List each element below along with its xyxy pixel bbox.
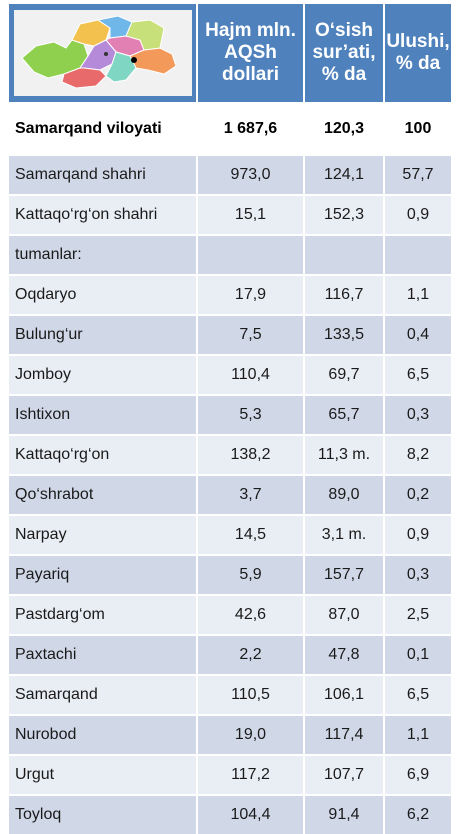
row-volume-cell: 5,9 [196, 554, 304, 595]
row-volume-cell: 110,4 [196, 354, 304, 395]
row-share-cell: 0,9 [383, 514, 451, 555]
row-share-cell: 0,4 [383, 314, 451, 355]
header-share: Ulushi, % da [383, 4, 451, 103]
row-growth-cell: 106,1 [303, 674, 384, 715]
row-name-cell: Ishtixon [9, 394, 197, 435]
row-name-cell: Nurobod [9, 714, 197, 755]
table-row: Oqdaryo 17,9 116,7 1,1 [9, 274, 451, 315]
row-growth-cell: 133,5 [303, 314, 384, 355]
table-row: Nurobod 19,0 117,4 1,1 [9, 714, 451, 755]
row-share-cell: 0,3 [383, 554, 451, 595]
row-volume-cell: 5,3 [196, 394, 304, 435]
row-share-cell: 0,2 [383, 474, 451, 515]
row-name-cell: Payariq [9, 554, 197, 595]
row-name-cell: Pastdarg‘om [9, 594, 197, 635]
row-share-cell: 57,7 [383, 154, 451, 195]
region-map-icon [14, 10, 192, 96]
row-growth-cell: 47,8 [303, 634, 384, 675]
row-volume-cell: 3,7 [196, 474, 304, 515]
statistics-slide: Hajm mln. AQSh dollari O‘sish sur’ati, %… [9, 4, 451, 834]
row-share-cell: 0,1 [383, 634, 451, 675]
total-row: Samarqand viloyati 1 687,6 120,3 100 [9, 102, 451, 155]
row-name-cell: Paxtachi [9, 634, 197, 675]
row-growth-cell: 116,7 [303, 274, 384, 315]
row-growth-cell: 124,1 [303, 154, 384, 195]
row-share-cell: 2,5 [383, 594, 451, 635]
row-growth-cell: 117,4 [303, 714, 384, 755]
row-volume-cell: 14,5 [196, 514, 304, 555]
row-share-cell: 1,1 [383, 274, 451, 315]
header-growth: O‘sish sur’ati, % da [303, 4, 384, 103]
row-volume-cell: 117,2 [196, 754, 304, 795]
table-row: Samarqand shahri 973,0 124,1 57,7 [9, 154, 451, 195]
header-volume: Hajm mln. AQSh dollari [196, 4, 304, 103]
region-map-graphic [21, 15, 177, 89]
table-row: Samarqand 110,5 106,1 6,5 [9, 674, 451, 715]
table-row: Qo‘shrabot 3,7 89,0 0,2 [9, 474, 451, 515]
table-row: Toyloq 104,4 91,4 6,2 [9, 794, 451, 834]
table-row: Urgut 117,2 107,7 6,9 [9, 754, 451, 795]
table-row: Narpay 14,5 3,1 m. 0,9 [9, 514, 451, 555]
total-volume: 1 687,6 [196, 102, 304, 155]
row-growth-cell: 89,0 [303, 474, 384, 515]
row-volume-cell: 17,9 [196, 274, 304, 315]
table-row: Jomboy 110,4 69,7 6,5 [9, 354, 451, 395]
map-header-cell [9, 4, 197, 103]
row-share-cell [383, 234, 451, 275]
row-name-cell: tumanlar: [9, 234, 197, 275]
row-share-cell: 6,5 [383, 674, 451, 715]
row-volume-cell: 15,1 [196, 194, 304, 235]
row-growth-cell: 91,4 [303, 794, 384, 834]
row-growth-cell: 157,7 [303, 554, 384, 595]
row-share-cell: 8,2 [383, 434, 451, 475]
row-share-cell: 1,1 [383, 714, 451, 755]
row-growth-cell: 69,7 [303, 354, 384, 395]
row-name-cell: Samarqand shahri [9, 154, 197, 195]
row-volume-cell [196, 234, 304, 275]
total-share: 100 [383, 102, 451, 155]
row-growth-cell: 87,0 [303, 594, 384, 635]
row-growth-cell: 11,3 m. [303, 434, 384, 475]
row-share-cell: 6,5 [383, 354, 451, 395]
row-name-cell: Samarqand [9, 674, 197, 715]
row-volume-cell: 110,5 [196, 674, 304, 715]
row-growth-cell: 65,7 [303, 394, 384, 435]
row-name-cell: Kattaqo‘rg‘on shahri [9, 194, 197, 235]
row-volume-cell: 973,0 [196, 154, 304, 195]
row-share-cell: 6,9 [383, 754, 451, 795]
total-name: Samarqand viloyati [9, 102, 197, 155]
total-growth: 120,3 [303, 102, 384, 155]
table-row: Pastdarg‘om 42,6 87,0 2,5 [9, 594, 451, 635]
row-name-cell: Kattaqo‘rg‘on [9, 434, 197, 475]
row-growth-cell: 107,7 [303, 754, 384, 795]
row-name-cell: Toyloq [9, 794, 197, 834]
table-row: tumanlar: [9, 234, 451, 275]
table-row: Kattaqo‘rg‘on shahri 15,1 152,3 0,9 [9, 194, 451, 235]
row-name-cell: Urgut [9, 754, 197, 795]
row-name-cell: Qo‘shrabot [9, 474, 197, 515]
row-volume-cell: 42,6 [196, 594, 304, 635]
row-name-cell: Bulung‘ur [9, 314, 197, 355]
table-header-row: Hajm mln. AQSh dollari O‘sish sur’ati, %… [9, 4, 451, 103]
row-volume-cell: 19,0 [196, 714, 304, 755]
row-volume-cell: 7,5 [196, 314, 304, 355]
row-growth-cell [303, 234, 384, 275]
table-row: Kattaqo‘rg‘on 138,2 11,3 m. 8,2 [9, 434, 451, 475]
table-row: Paxtachi 2,2 47,8 0,1 [9, 634, 451, 675]
row-growth-cell: 152,3 [303, 194, 384, 235]
table-row: Payariq 5,9 157,7 0,3 [9, 554, 451, 595]
row-name-cell: Narpay [9, 514, 197, 555]
table-row: Bulung‘ur 7,5 133,5 0,4 [9, 314, 451, 355]
region-statistics-table: Hajm mln. AQSh dollari O‘sish sur’ati, %… [9, 4, 451, 834]
row-share-cell: 6,2 [383, 794, 451, 834]
row-volume-cell: 104,4 [196, 794, 304, 834]
row-share-cell: 0,9 [383, 194, 451, 235]
table-row: Ishtixon 5,3 65,7 0,3 [9, 394, 451, 435]
row-volume-cell: 138,2 [196, 434, 304, 475]
row-share-cell: 0,3 [383, 394, 451, 435]
row-name-cell: Oqdaryo [9, 274, 197, 315]
row-growth-cell: 3,1 m. [303, 514, 384, 555]
row-name-cell: Jomboy [9, 354, 197, 395]
row-volume-cell: 2,2 [196, 634, 304, 675]
